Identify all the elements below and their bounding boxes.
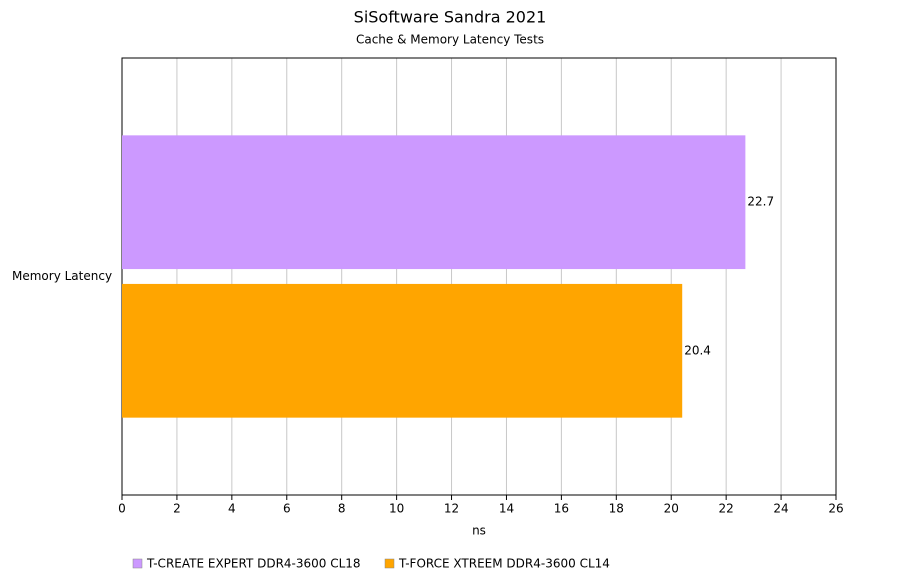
data-label: 20.4 xyxy=(684,343,711,357)
chart-title: SiSoftware Sandra 2021 xyxy=(354,8,547,27)
legend-label: T-CREATE EXPERT DDR4-3600 CL18 xyxy=(146,557,361,571)
x-tick-label: 16 xyxy=(554,502,569,516)
plot-border xyxy=(121,57,837,496)
y-tick-label: Memory Latency xyxy=(12,269,112,283)
legend-label: T-FORCE XTREEM DDR4-3600 CL14 xyxy=(398,557,610,571)
x-tick-label: 10 xyxy=(389,502,404,516)
x-tick-label: 20 xyxy=(664,502,679,516)
bar xyxy=(122,135,746,270)
x-tick-label: 6 xyxy=(283,502,291,516)
x-tick-label: 18 xyxy=(609,502,624,516)
x-tick-label: 4 xyxy=(228,502,236,516)
x-tick-label: 24 xyxy=(773,502,788,516)
x-tick-label: 8 xyxy=(338,502,346,516)
chart-subtitle: Cache & Memory Latency Tests xyxy=(356,33,544,47)
x-tick-label: 0 xyxy=(118,502,126,516)
legend-swatch xyxy=(384,558,395,569)
x-tick-label: 2 xyxy=(173,502,181,516)
x-tick-label: 12 xyxy=(444,502,459,516)
legend-swatch xyxy=(132,558,143,569)
x-tick-label: 26 xyxy=(828,502,843,516)
x-tick-label: 14 xyxy=(499,502,514,516)
bar xyxy=(122,283,683,418)
data-label: 22.7 xyxy=(747,195,774,209)
x-axis-label: ns xyxy=(472,524,486,538)
x-tick-label: 22 xyxy=(719,502,734,516)
